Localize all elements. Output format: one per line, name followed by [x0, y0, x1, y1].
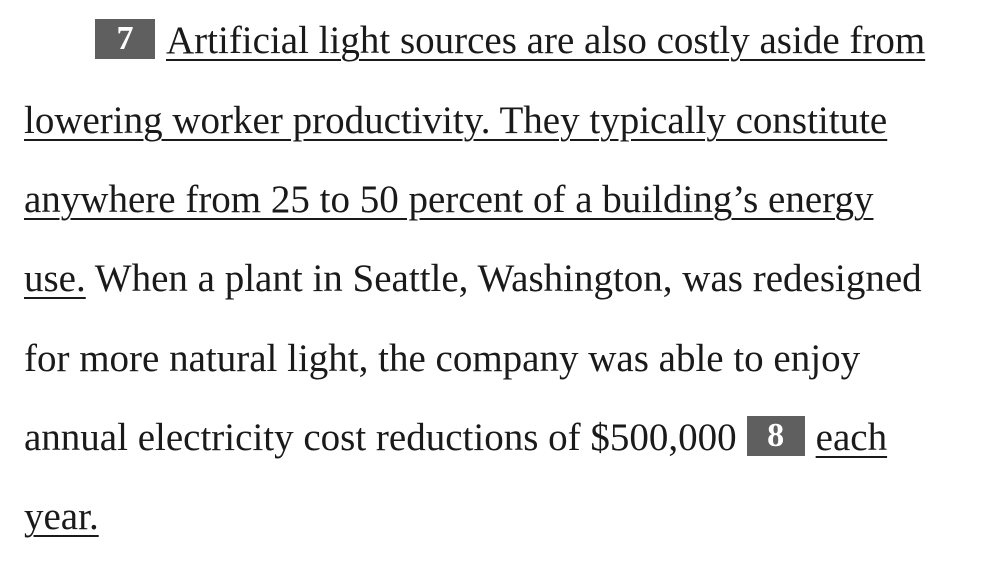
question-7-number-box[interactable]: 7: [95, 19, 155, 59]
passage-line-6: annual electricity cost reductions of $5…: [24, 414, 887, 462]
passage-plain-text: annual electricity cost reductions of $5…: [24, 416, 737, 459]
question-8-number-box[interactable]: 8: [746, 416, 805, 456]
passage-line-7: year.: [24, 493, 99, 541]
passage-plain-text: When a plant in Seattle, Washington, was…: [85, 257, 922, 300]
passage-line-3: anywhere from 25 to 50 percent of a buil…: [24, 176, 873, 224]
passage-line-4: use. When a plant in Seattle, Washington…: [24, 255, 922, 303]
passage-line-2: lowering worker productivity. They typic…: [24, 97, 887, 145]
passage-plain-text: for more natural light, the company was …: [24, 337, 861, 380]
question-7-underlined-text: Artificial light sources are also costly…: [166, 19, 926, 62]
question-7-underlined-text-end: use.: [24, 257, 86, 300]
question-8-underlined-text: each: [815, 416, 888, 459]
passage-line-5: for more natural light, the company was …: [24, 335, 860, 383]
question-8-underlined-text-end: year.: [24, 495, 99, 538]
question-7-underlined-text-continued: anywhere from 25 to 50 percent of a buil…: [24, 178, 874, 221]
passage-line-1: 7 Artificial light sources are also costl…: [95, 17, 925, 65]
question-7-underlined-text-continued: lowering worker productivity. They typic…: [24, 99, 888, 142]
